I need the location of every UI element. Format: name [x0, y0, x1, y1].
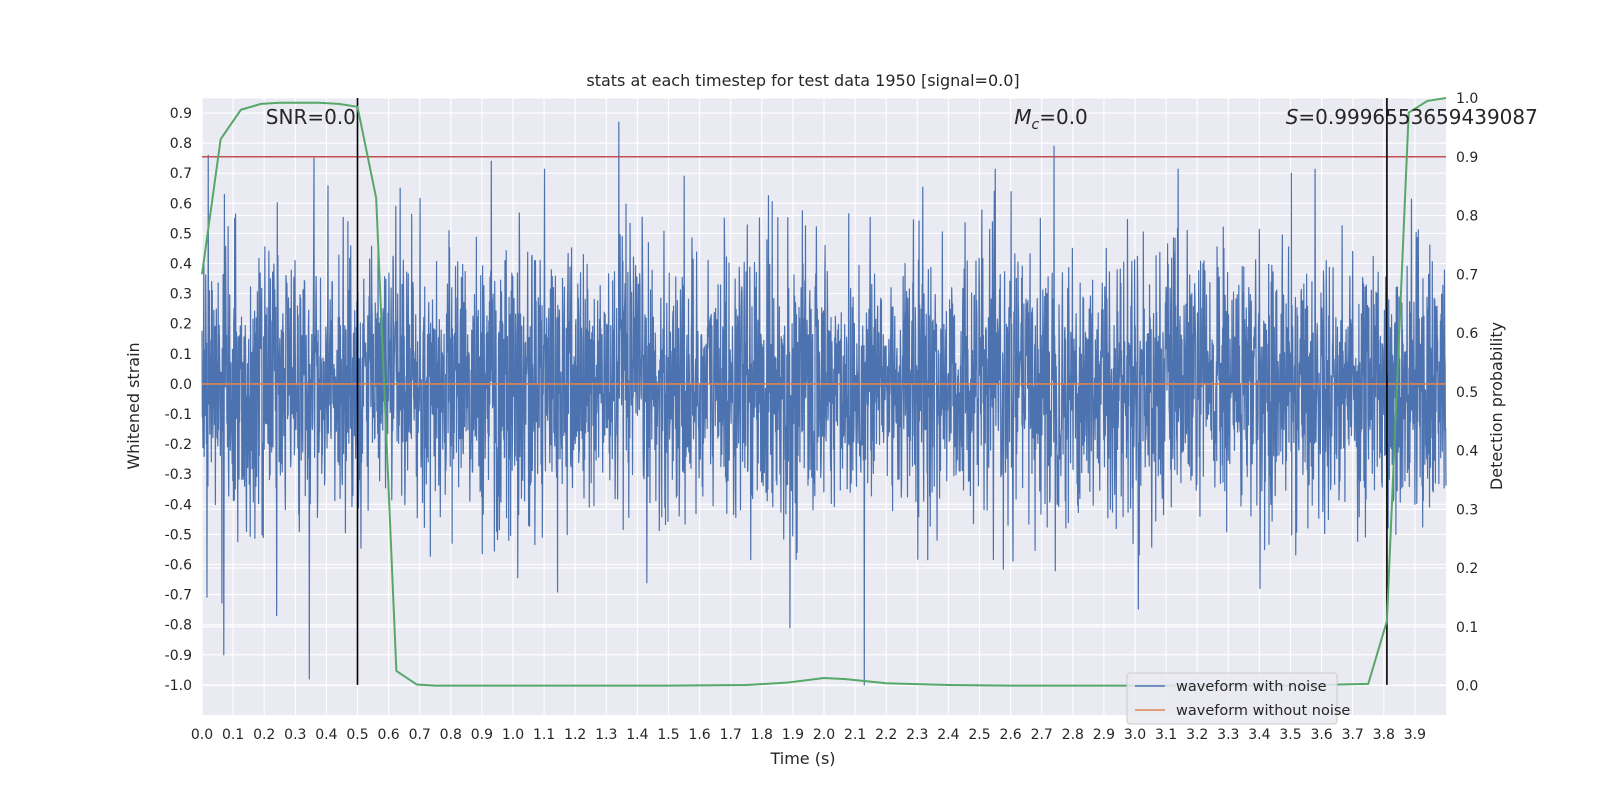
x-tick-label: 1.0	[502, 727, 524, 743]
x-tick-label: 0.5	[346, 727, 368, 743]
x-tick-label: 3.4	[1248, 727, 1270, 743]
x-tick-label: 3.5	[1279, 727, 1301, 743]
y-tick-label: 0.5	[170, 226, 192, 242]
y2-axis-label: Detection probability	[1487, 322, 1506, 490]
x-tick-label: 0.7	[409, 727, 431, 743]
y-tick-label: 0.9	[170, 106, 192, 122]
x-tick-label: 1.2	[564, 727, 586, 743]
annotation-0: SNR=0.0	[266, 105, 356, 129]
y-tick-label: -0.8	[165, 618, 192, 634]
y-tick-label: 0.8	[170, 136, 192, 152]
annotation-2: S=0.9996553659439087	[1286, 105, 1538, 129]
y2-tick-label: 1.0	[1456, 91, 1478, 107]
x-tick-label: 0.6	[377, 727, 399, 743]
y2-tick-label: 0.6	[1456, 326, 1478, 342]
x-tick-label: 3.1	[1155, 727, 1177, 743]
x-tick-label: 2.4	[937, 727, 959, 743]
y-tick-label: 0.0	[170, 377, 192, 393]
legend-label-noise: waveform with noise	[1176, 679, 1327, 695]
x-tick-label: 3.7	[1342, 727, 1364, 743]
x-tick-label: 0.2	[253, 727, 275, 743]
x-tick-label: 2.6	[999, 727, 1021, 743]
legend: waveform with noise waveform without noi…	[1126, 672, 1350, 725]
y-tick-label: -0.3	[165, 467, 192, 483]
x-tick-label: 1.4	[626, 727, 648, 743]
y2-tick-label: 0.0	[1456, 679, 1478, 695]
annotation-1: Mc=0.0	[1014, 105, 1088, 133]
x-tick-label: 0.1	[222, 727, 244, 743]
x-tick-label: 2.1	[844, 727, 866, 743]
x-tick-label: 2.3	[906, 727, 928, 743]
x-tick-label: 0.9	[471, 727, 493, 743]
y-tick-label: -0.2	[165, 437, 192, 453]
y2-tick-label: 0.9	[1456, 150, 1478, 166]
y2-tick-label: 0.1	[1456, 620, 1478, 636]
x-tick-label: 1.6	[688, 727, 710, 743]
x-tick-label: 1.5	[657, 727, 679, 743]
x-tick-label: 1.7	[720, 727, 742, 743]
x-tick-label: 0.3	[284, 727, 306, 743]
y-tick-label: -0.9	[165, 648, 192, 664]
x-tick-label: 2.9	[1093, 727, 1115, 743]
x-tick-label: 1.1	[533, 727, 555, 743]
y-tick-label: 0.3	[170, 287, 192, 303]
y-tick-label: 0.1	[170, 347, 192, 363]
x-tick-label: 3.0	[1124, 727, 1146, 743]
x-tick-label: 3.8	[1373, 727, 1395, 743]
y-tick-label: -0.7	[165, 588, 192, 604]
chart-title: stats at each timestep for test data 195…	[586, 71, 1019, 90]
y-tick-label: -0.4	[165, 497, 192, 513]
y-tick-label: -0.6	[165, 558, 192, 574]
series-waveform-with-noise	[201, 121, 1447, 686]
x-tick-label: 2.0	[813, 727, 835, 743]
x-tick-label: 1.8	[751, 727, 773, 743]
x-tick-label: 2.8	[1062, 727, 1084, 743]
x-tick-label: 0.0	[191, 727, 213, 743]
x-tick-label: 3.3	[1217, 727, 1239, 743]
y2-tick-label: 0.4	[1456, 444, 1478, 460]
x-tick-label: 0.4	[315, 727, 337, 743]
x-tick-label: 2.7	[1031, 727, 1053, 743]
tick-labels: 0.0 0.1 0.2 0.3 0.4 0.5 0.6 0.7 0.8 0.9 1.0 1.1 1.2 1…	[165, 91, 1479, 743]
x-tick-label: 3.9	[1404, 727, 1426, 743]
y2-tick-label: 0.8	[1456, 209, 1478, 225]
x-tick-label: 3.2	[1186, 727, 1208, 743]
y2-tick-label: 0.5	[1456, 385, 1478, 401]
x-tick-label: 0.8	[440, 727, 462, 743]
y2-tick-label: 0.2	[1456, 561, 1478, 577]
y2-tick-label: 0.7	[1456, 267, 1478, 283]
x-tick-label: 3.6	[1310, 727, 1332, 743]
legend-box	[1126, 672, 1338, 725]
legend-label-clean: waveform without noise	[1176, 703, 1350, 719]
y-axis-label: Whitened strain	[124, 342, 143, 469]
x-tick-label: 2.5	[968, 727, 990, 743]
annotations: SNR=0.0 Mc=0.0 S=0.9996553659439087	[266, 105, 1538, 133]
y-tick-label: 0.7	[170, 166, 192, 182]
y-tick-label: -0.1	[165, 407, 192, 423]
y-tick-label: 0.2	[170, 317, 192, 333]
y-tick-label: -0.5	[165, 527, 192, 543]
y-tick-label: 0.4	[170, 257, 192, 273]
x-axis-label: Time (s)	[769, 749, 835, 768]
y-tick-label: -1.0	[165, 678, 192, 694]
y-tick-label: 0.6	[170, 196, 192, 212]
x-tick-label: 1.3	[595, 727, 617, 743]
y2-tick-label: 0.3	[1456, 502, 1478, 518]
x-tick-label: 2.2	[875, 727, 897, 743]
x-tick-label: 1.9	[782, 727, 804, 743]
